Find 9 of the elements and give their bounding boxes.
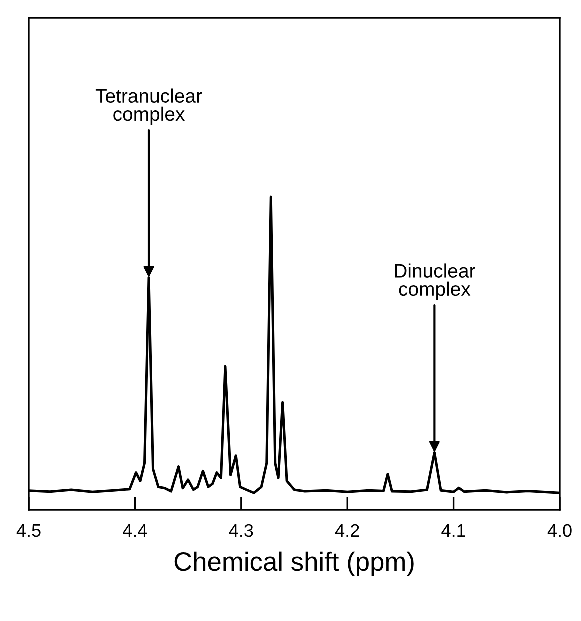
annotation: Tetranuclear complex	[96, 88, 202, 125]
x-tick-label: 4.4	[123, 524, 148, 537]
annotation: Dinuclear complex	[395, 264, 476, 300]
x-tick-label: 4.3	[229, 524, 254, 538]
x-tick-label: 4.2	[335, 524, 360, 537]
x-axis-title: Chemical shift (ppm)	[174, 552, 414, 576]
x-tick-label: 4.5	[16, 524, 41, 538]
x-tick-label: 4.1	[442, 524, 466, 537]
x-tick-label: 4.0	[548, 524, 572, 538]
